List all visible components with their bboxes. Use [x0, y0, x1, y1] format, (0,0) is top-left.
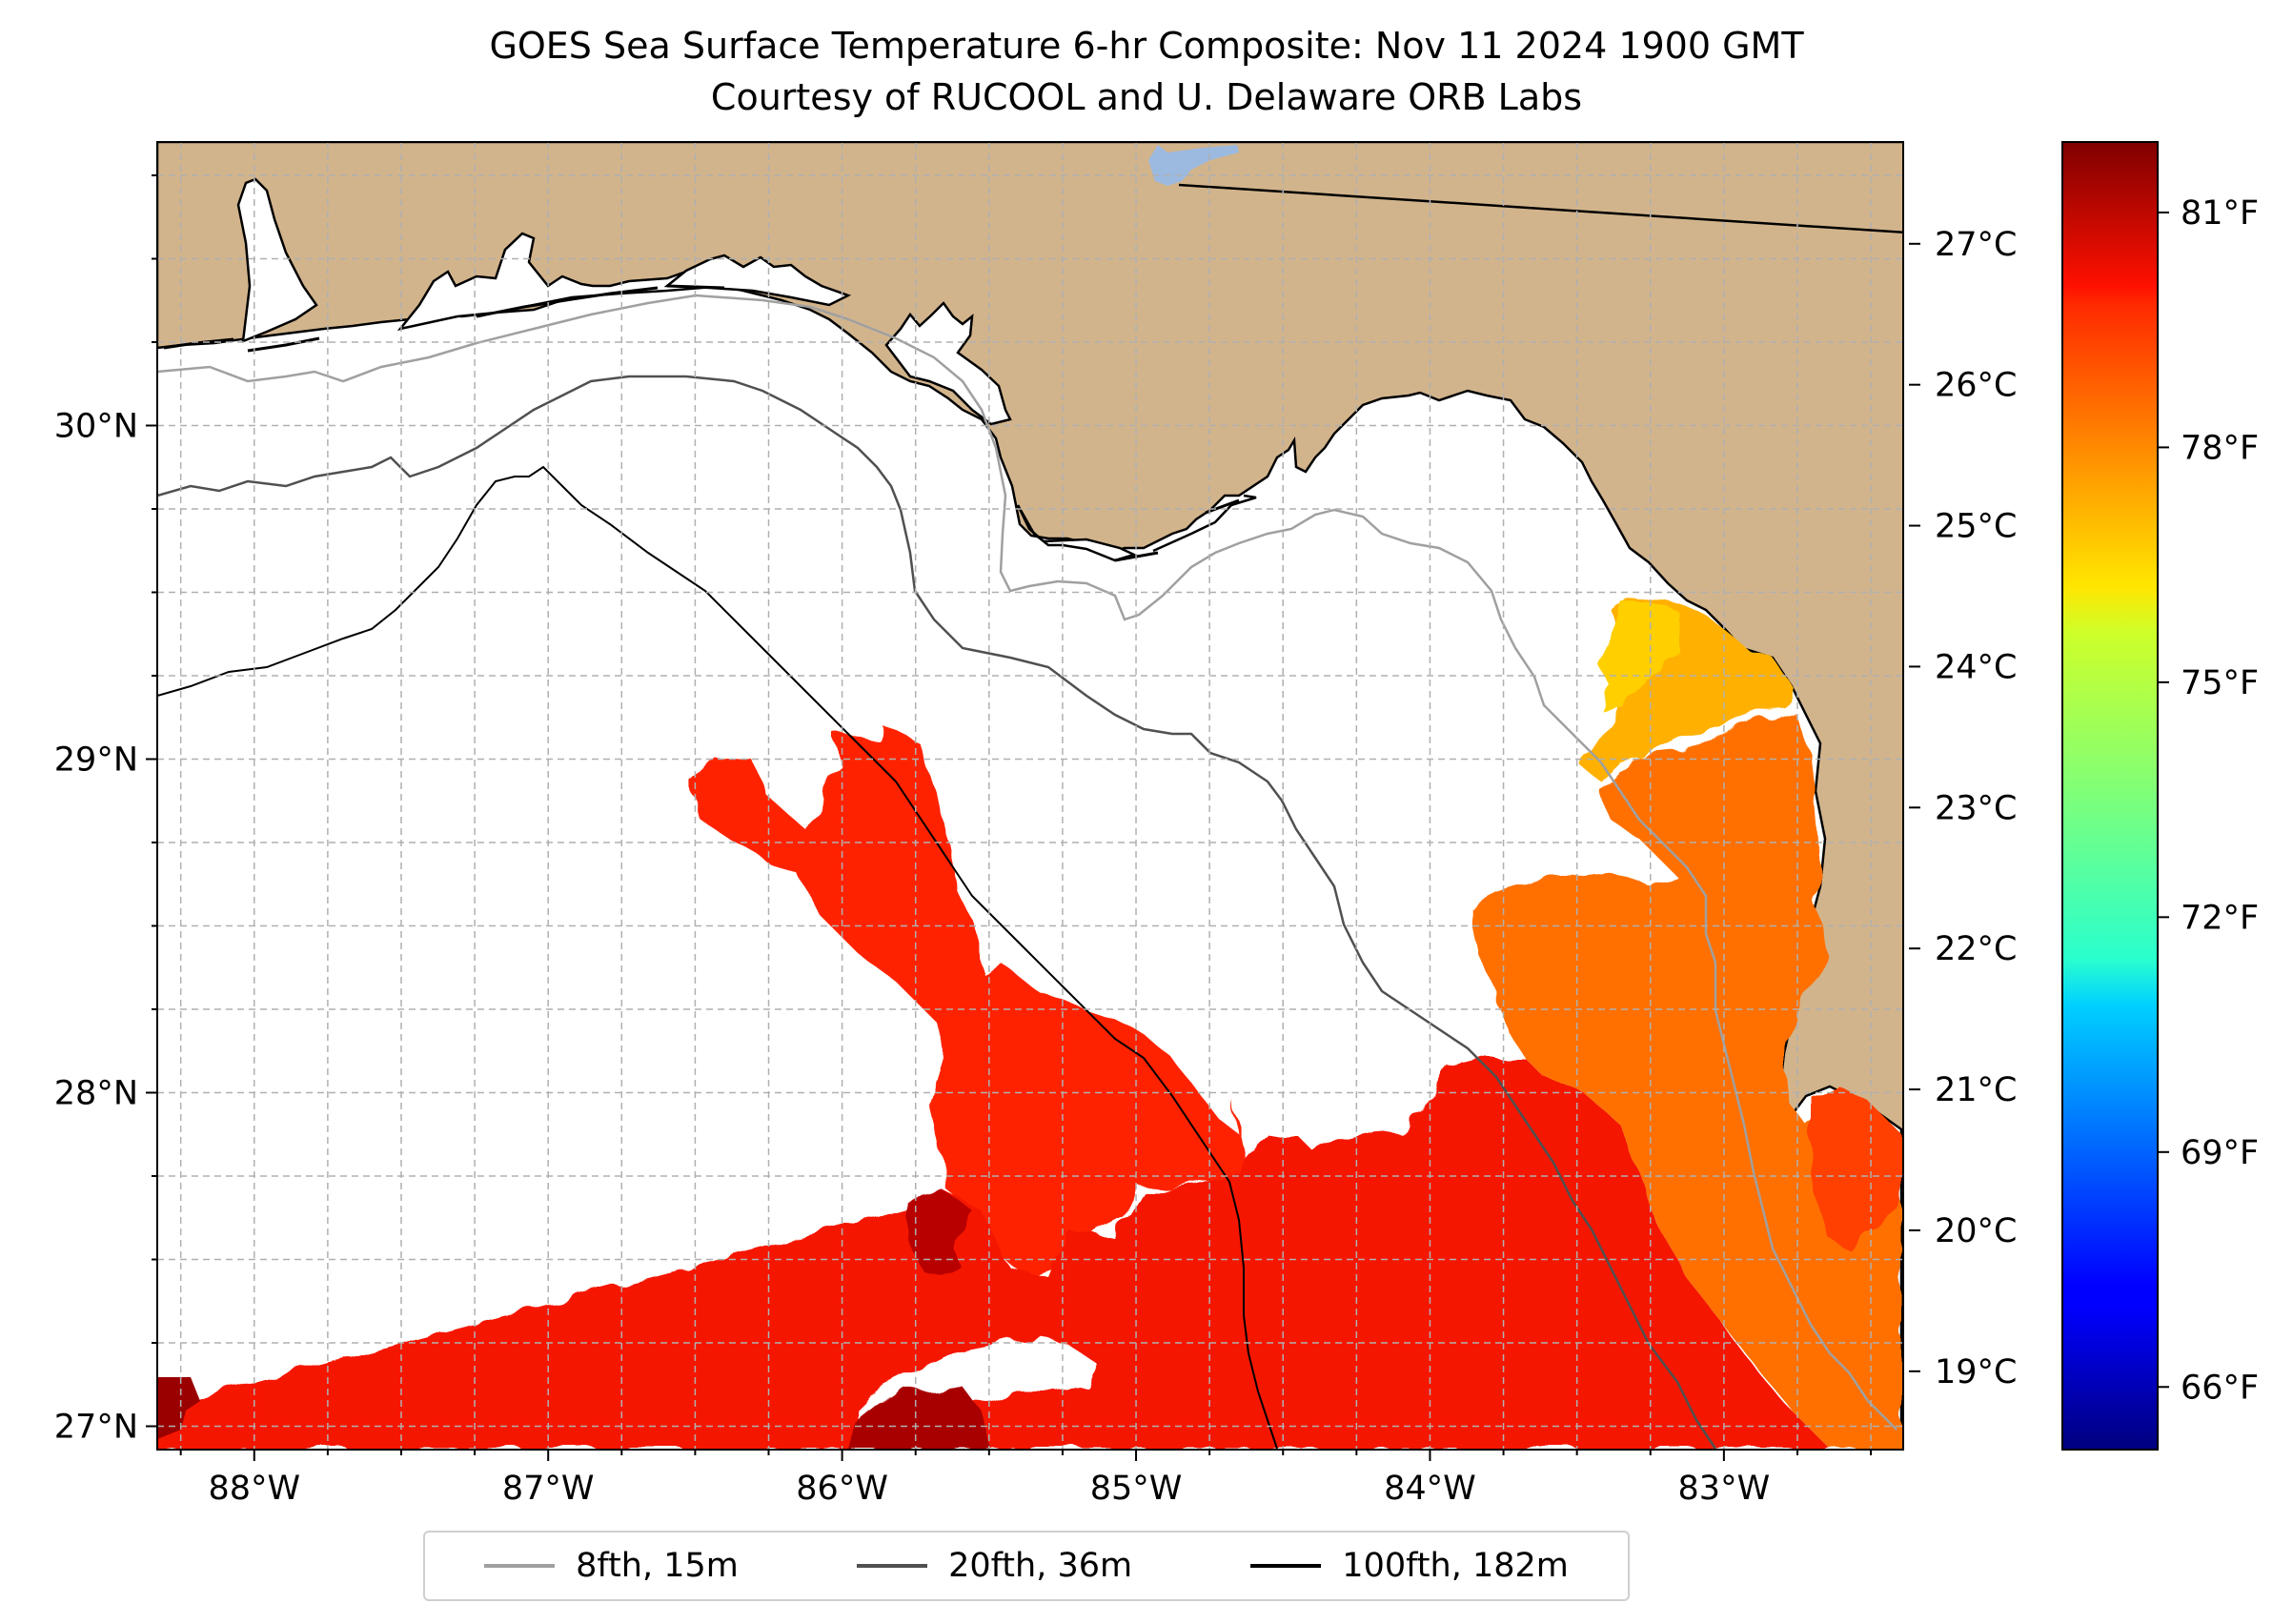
- map-area: [157, 142, 1903, 1450]
- celsius-tick-label: 24°C: [1935, 648, 2017, 686]
- barrier-islands: [163, 284, 1240, 562]
- sst-patch-west: [691, 724, 1248, 1277]
- sst-data: [157, 599, 1901, 1449]
- legend-item-20fth: 20fth, 36m: [857, 1547, 1132, 1585]
- sst-patch-south: [157, 1058, 1830, 1449]
- fahrenheit-tick-label: 78°F: [2181, 429, 2259, 467]
- isobath-8fth: [157, 294, 1897, 1431]
- lon-tick-label: 87°W: [502, 1470, 595, 1508]
- celsius-tick-label: 22°C: [1935, 930, 2017, 968]
- celsius-tick-label: 19°C: [1935, 1353, 2017, 1391]
- legend-swatch-20fth: [857, 1564, 928, 1568]
- celsius-tick-label: 26°C: [1935, 367, 2017, 405]
- sst-patch-darkred: [905, 1191, 972, 1277]
- lat-tick-label: 28°N: [54, 1075, 138, 1113]
- longitude-axis: 88°W 87°W 86°W 85°W 84°W 83°W: [179, 1450, 1873, 1508]
- fahrenheit-tick-label: 66°F: [2181, 1369, 2259, 1407]
- legend-item-8fth: 8fth, 15m: [484, 1547, 739, 1585]
- colorbar-celsius-ticks: 19°C 20°C 21°C 22°C 23°C 24°C 25°C 26°C 27°C: [1909, 226, 2017, 1391]
- lake: [1148, 145, 1239, 186]
- lon-tick-label: 85°W: [1090, 1470, 1183, 1508]
- lon-tick-label: 83°W: [1678, 1470, 1771, 1508]
- fahrenheit-tick-label: 75°F: [2181, 664, 2259, 702]
- legend-label-20fth: 20fth, 36m: [948, 1547, 1133, 1585]
- sst-patch-tampa: [1811, 1086, 1901, 1248]
- fahrenheit-tick-label: 81°F: [2181, 194, 2259, 233]
- celsius-tick-label: 27°C: [1935, 226, 2017, 264]
- lon-tick-label: 86°W: [796, 1470, 888, 1508]
- legend-swatch-8fth: [484, 1564, 556, 1568]
- state-border: [1178, 183, 1903, 234]
- sst-patch-corner: [157, 1377, 200, 1439]
- lon-tick-label: 84°W: [1384, 1470, 1476, 1508]
- fahrenheit-tick-label: 69°F: [2181, 1134, 2259, 1172]
- latitude-axis: 27°N 28°N 29°N 30°N: [54, 174, 157, 1447]
- figure-title: GOES Sea Surface Temperature 6-hr Compos…: [489, 25, 1804, 67]
- gridlines: [157, 142, 1903, 1450]
- choctawhatchee-bay: [663, 254, 852, 307]
- fahrenheit-tick-label: 72°F: [2181, 899, 2259, 937]
- lon-tick-label: 88°W: [208, 1470, 300, 1508]
- legend-label-8fth: 8fth, 15m: [576, 1547, 739, 1585]
- isobath-legend: 8fth, 15m 20fth, 36m 100fth, 182m: [423, 1531, 1630, 1601]
- legend-label-100fth: 100fth, 182m: [1342, 1547, 1569, 1585]
- celsius-tick-label: 25°C: [1935, 508, 2017, 546]
- celsius-tick-label: 21°C: [1935, 1071, 2017, 1109]
- sst-patch-yellow: [1601, 600, 1677, 710]
- celsius-tick-label: 20°C: [1935, 1212, 2017, 1250]
- lat-tick-label: 29°N: [54, 741, 138, 780]
- st-andrew-bay: [884, 301, 1012, 426]
- figure-subtitle: Courtesy of RUCOOL and U. Delaware ORB L…: [710, 76, 1583, 118]
- isobath-20fth: [157, 375, 1717, 1450]
- celsius-tick-label: 23°C: [1935, 789, 2017, 827]
- lat-tick-label: 30°N: [54, 408, 138, 446]
- map-frame: [156, 141, 1904, 1451]
- sst-patch-east: [1468, 686, 1901, 1449]
- legend-swatch-100fth: [1250, 1564, 1322, 1568]
- isobath-100fth: [157, 465, 1278, 1450]
- mobile-bay: [236, 177, 318, 343]
- colorbar: [2061, 141, 2159, 1451]
- legend-item-100fth: 100fth, 182m: [1250, 1547, 1569, 1585]
- lat-tick-label: 27°N: [54, 1409, 138, 1447]
- sst-patch-southwest: [848, 1387, 991, 1449]
- colorbar-fahrenheit-ticks: 66°F 69°F 72°F 75°F 78°F 81°F: [2158, 194, 2259, 1407]
- ochlockonee-coast: [1152, 494, 1257, 553]
